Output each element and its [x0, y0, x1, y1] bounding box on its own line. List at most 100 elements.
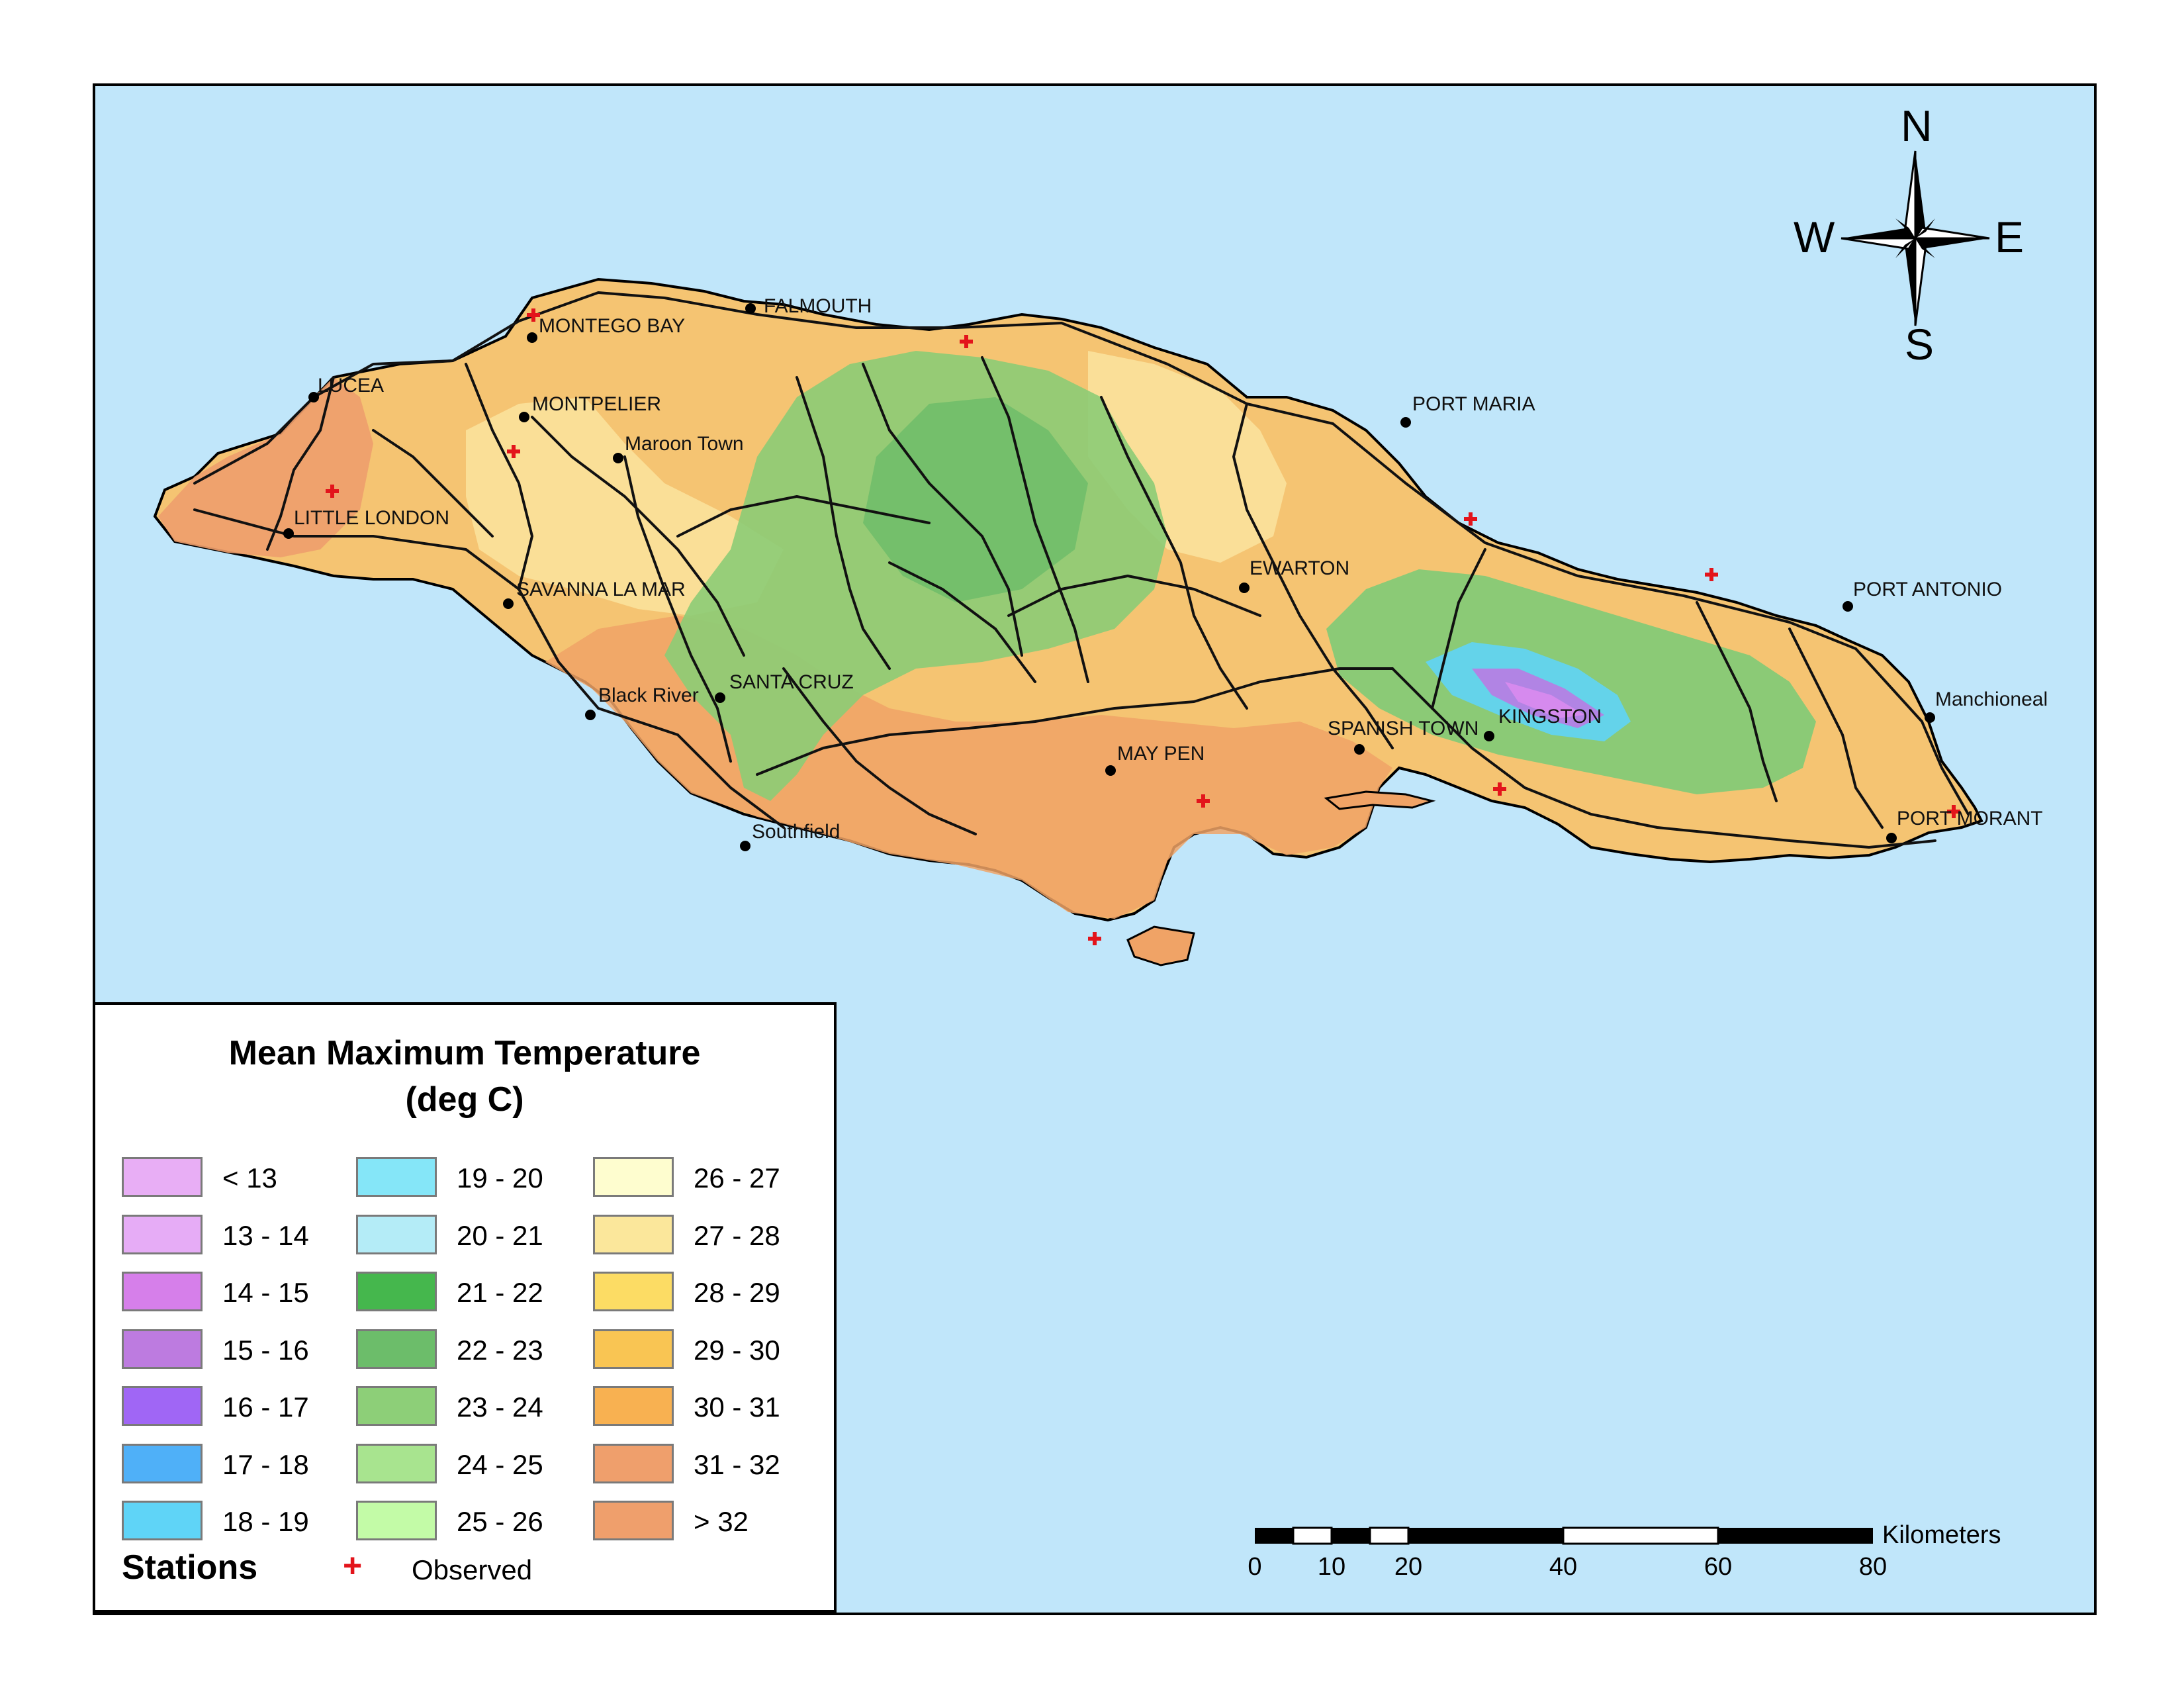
legend-class-label: 20 - 21 — [457, 1219, 543, 1251]
legend-swatch — [122, 1443, 203, 1483]
town-dot-port-antonio[interactable] — [1843, 601, 1853, 612]
legend-swatch — [593, 1443, 674, 1483]
legend-swatch — [356, 1214, 437, 1254]
peak-pink — [1505, 682, 1584, 718]
legend-class-item: 15 - 16 — [122, 1329, 340, 1372]
label-lucea: LUCEA — [318, 375, 384, 397]
legend-class-label: 21 - 22 — [457, 1277, 543, 1308]
town-markers — [283, 303, 1935, 851]
legend-class-item: 24 - 25 — [356, 1443, 574, 1486]
label-manchioneal: Manchioneal — [1935, 688, 2048, 710]
town-dot-santa-cruz[interactable] — [715, 692, 725, 703]
station-marker[interactable] — [1088, 932, 1101, 945]
legend-title-line1: Mean Maximum Temperature — [228, 1034, 701, 1072]
observed-stations — [326, 308, 1960, 945]
compass-west-label: W — [1794, 212, 1835, 261]
legend-class-item: 19 - 20 — [356, 1157, 574, 1199]
scale-tick-label: 40 — [1549, 1553, 1578, 1581]
legend-class-label: < 13 — [222, 1162, 277, 1194]
compass-south-label: S — [1905, 320, 1934, 369]
town-dot-little-london[interactable] — [283, 528, 294, 539]
legend-class-label: 13 - 14 — [222, 1219, 309, 1251]
town-dot-savanna-la-mar[interactable] — [503, 598, 514, 609]
legend-class-item: > 32 — [593, 1501, 811, 1543]
legend-swatch — [356, 1443, 437, 1483]
legend-class-label: 17 - 18 — [222, 1448, 309, 1480]
station-marker[interactable] — [960, 335, 973, 348]
legend-class-item: 27 - 28 — [593, 1214, 811, 1257]
legend-swatch — [593, 1272, 674, 1311]
legend-swatch — [122, 1214, 203, 1254]
legend-swatch — [356, 1272, 437, 1311]
legend-swatch — [593, 1386, 674, 1426]
legend-class-label: 23 - 24 — [457, 1391, 543, 1423]
legend-class-item: 28 - 29 — [593, 1272, 811, 1314]
legend-class-item: 23 - 24 — [356, 1386, 574, 1429]
legend-class-item: 25 - 26 — [356, 1501, 574, 1543]
stations-observed-label: Observed — [412, 1554, 533, 1585]
legend-class-item: 30 - 31 — [593, 1386, 811, 1429]
label-spanish-town: SPANISH TOWN — [1328, 718, 1479, 739]
town-dot-lucea[interactable] — [308, 392, 319, 402]
label-southfield: Southfield — [752, 821, 840, 843]
legend-class-item: < 13 — [122, 1157, 340, 1199]
scale-unit-label: Kilometers — [1882, 1521, 2001, 1549]
town-dot-kingston[interactable] — [1484, 731, 1494, 741]
road-network — [193, 291, 1970, 849]
legend-swatch — [356, 1329, 437, 1369]
town-dot-montego-bay[interactable] — [527, 332, 537, 343]
legend-swatch — [593, 1329, 674, 1369]
map-canvas[interactable]: LUCEA MONTEGO BAY FALMOUTH MONTPELIER Ma… — [95, 86, 2094, 1613]
legend-class-label: 25 - 26 — [457, 1506, 543, 1537]
town-dot-ewarton[interactable] — [1239, 583, 1250, 593]
scale-tick-label: 60 — [1704, 1553, 1733, 1581]
station-marker[interactable] — [1464, 512, 1477, 526]
town-dot-falmouth[interactable] — [745, 303, 756, 314]
legend-swatch — [593, 1501, 674, 1540]
town-dot-southfield[interactable] — [740, 841, 751, 851]
town-dot-port-maria[interactable] — [1400, 417, 1411, 428]
legend-swatch — [122, 1501, 203, 1540]
station-marker[interactable] — [1705, 568, 1718, 581]
legend-class-item: 29 - 30 — [593, 1329, 811, 1372]
map-frame: LUCEA MONTEGO BAY FALMOUTH MONTPELIER Ma… — [93, 83, 2097, 1615]
stations-heading: Stations — [122, 1548, 258, 1587]
town-dot-montpelier[interactable] — [519, 412, 529, 422]
town-dot-maroon-town[interactable] — [613, 453, 623, 463]
legend-class-label: 14 - 15 — [222, 1277, 309, 1308]
label-port-maria: PORT MARIA — [1412, 393, 1535, 415]
compass-east-label: E — [1995, 212, 2025, 261]
station-marker[interactable] — [1197, 794, 1210, 808]
legend-swatch — [356, 1501, 437, 1540]
town-dot-port-morant[interactable] — [1886, 833, 1897, 843]
station-marker[interactable] — [507, 445, 520, 458]
label-santa-cruz: SANTA CRUZ — [729, 671, 854, 693]
legend-class-item: 31 - 32 — [593, 1443, 811, 1486]
station-marker[interactable] — [1947, 805, 1960, 818]
legend-class-item: 20 - 21 — [356, 1214, 574, 1257]
legend-class-label: 30 - 31 — [694, 1391, 780, 1423]
scale-bar: Kilometers 0 10 20 40 60 80 — [1154, 1521, 2001, 1599]
town-dot-black-river[interactable] — [585, 710, 596, 720]
town-dot-may-pen[interactable] — [1105, 765, 1116, 776]
town-dot-manchioneal[interactable] — [1925, 712, 1935, 723]
label-falmouth: FALMOUTH — [764, 295, 872, 317]
legend-class-label: 28 - 29 — [694, 1277, 780, 1308]
legend-class-label: 19 - 20 — [457, 1162, 543, 1194]
legend-class-item: 13 - 14 — [122, 1214, 340, 1257]
legend-swatch — [593, 1157, 674, 1197]
legend-class-item: 21 - 22 — [356, 1272, 574, 1314]
station-marker[interactable] — [527, 308, 540, 322]
mild-zone-west — [466, 397, 784, 616]
station-marker[interactable] — [1493, 782, 1506, 796]
legend-class-item: 22 - 23 — [356, 1329, 574, 1372]
scale-tick-label: 10 — [1317, 1553, 1346, 1581]
legend-class-item: 14 - 15 — [122, 1272, 340, 1314]
label-ewarton: EWARTON — [1250, 557, 1349, 579]
compass-north-label: N — [1901, 101, 1933, 150]
legend-swatch — [122, 1157, 203, 1197]
town-dot-spanish-town[interactable] — [1354, 744, 1365, 755]
legend-class-item: 16 - 17 — [122, 1386, 340, 1429]
station-marker[interactable] — [326, 485, 339, 498]
legend-class-label: 29 - 30 — [694, 1334, 780, 1366]
